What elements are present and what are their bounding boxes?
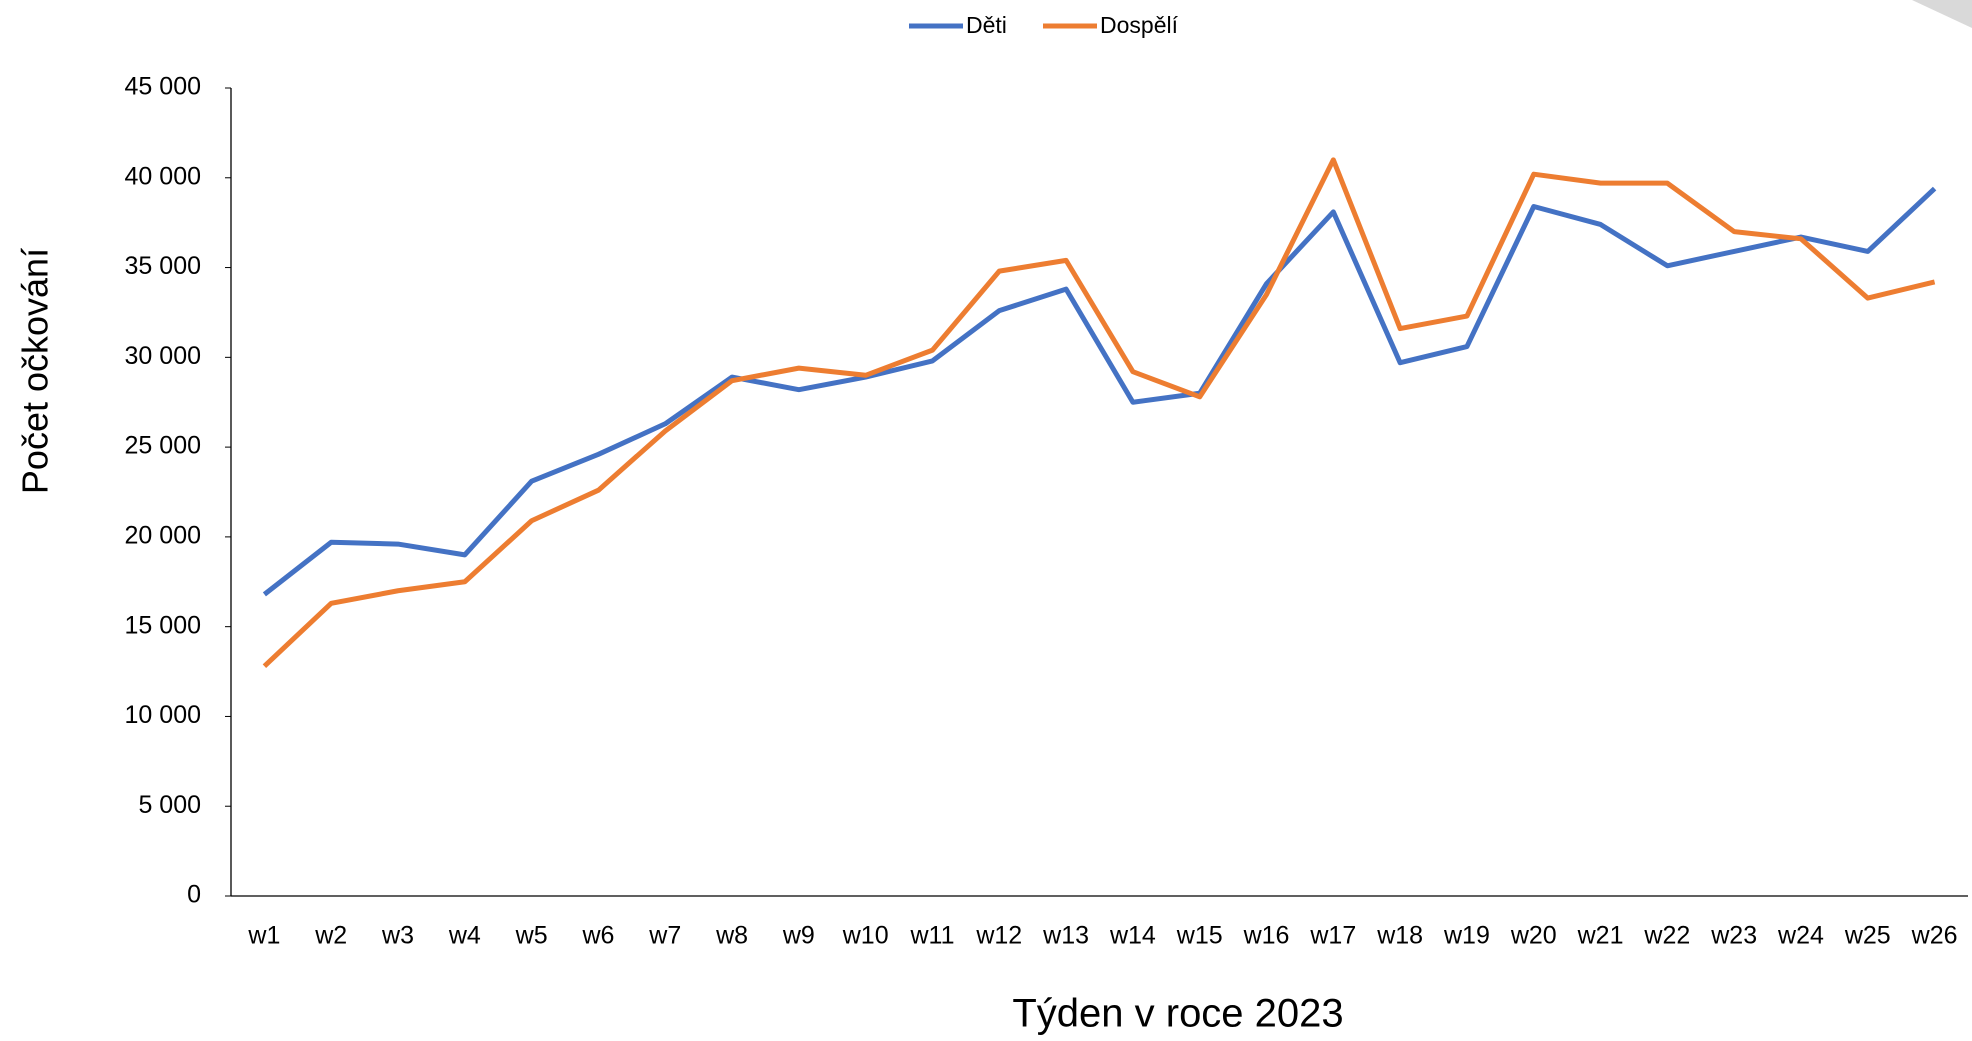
x-tick-label: w1: [247, 922, 280, 950]
x-tick-label: w12: [975, 922, 1022, 950]
y-tick-label: 45 000: [125, 73, 201, 101]
legend-label: Děti: [966, 12, 1007, 38]
x-tick-label: w23: [1710, 922, 1757, 950]
y-tick-label: 40 000: [125, 162, 201, 190]
y-tick-label: 0: [187, 881, 201, 909]
x-tick-label: w7: [648, 922, 681, 950]
x-tick-label: w21: [1577, 922, 1624, 950]
x-tick-label: w3: [381, 922, 414, 950]
y-tick-label: 35 000: [125, 252, 201, 280]
y-tick-label: 5 000: [138, 791, 201, 819]
x-tick-label: w15: [1176, 922, 1223, 950]
x-tick-label: w19: [1443, 922, 1490, 950]
legend-label: Dospělí: [1100, 12, 1179, 38]
series-line: [262, 157, 1936, 668]
series-line: [262, 186, 1937, 597]
y-tick-label: 30 000: [125, 342, 201, 370]
y-tick-label: 20 000: [125, 521, 201, 549]
x-tick-label: w14: [1109, 922, 1156, 950]
y-tick-label: 10 000: [125, 701, 201, 729]
corner-decoration: [1912, 0, 1972, 28]
x-tick-label: w8: [715, 922, 748, 950]
x-tick-label: w9: [782, 922, 815, 950]
x-tick-label: w13: [1042, 922, 1089, 950]
x-tick-label: w2: [314, 922, 347, 950]
x-tick-label: w4: [448, 922, 481, 950]
x-tick-label: w26: [1911, 922, 1958, 950]
x-tick-label: w16: [1243, 922, 1290, 950]
y-tick-label: 15 000: [125, 611, 201, 639]
y-axis-title: Počet očkování: [15, 248, 56, 494]
x-axis-title: Týden v roce 2023: [1012, 992, 1343, 1036]
y-tick-label: 25 000: [125, 432, 201, 460]
x-tick-label: w24: [1777, 922, 1824, 950]
x-tick-label: w20: [1510, 922, 1557, 950]
x-tick-label: w10: [842, 922, 889, 950]
x-tick-label: w5: [515, 922, 548, 950]
x-tick-label: w17: [1309, 922, 1356, 950]
x-tick-label: w18: [1376, 922, 1423, 950]
x-tick-label: w22: [1643, 922, 1690, 950]
x-tick-label: w6: [581, 922, 614, 950]
x-tick-label: w11: [909, 922, 954, 950]
x-tick-label: w25: [1844, 922, 1891, 950]
